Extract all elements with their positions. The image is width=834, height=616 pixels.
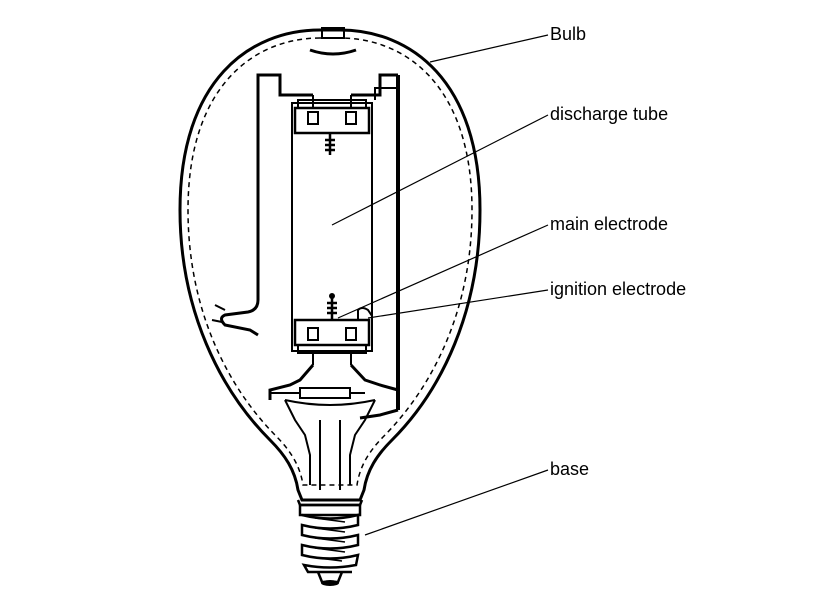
- leader-lines: [332, 35, 548, 535]
- label-main-electrode: main electrode: [550, 214, 668, 235]
- label-ignition-electrode: ignition electrode: [550, 279, 686, 300]
- discharge-tube: [292, 95, 372, 365]
- screw-base: [298, 500, 362, 586]
- label-bulb: Bulb: [550, 24, 586, 45]
- lamp-svg: [0, 0, 834, 611]
- stem: [285, 400, 375, 490]
- label-discharge-tube: discharge tube: [550, 104, 668, 125]
- label-base: base: [550, 459, 589, 480]
- lamp-diagram: Bulb discharge tube main electrode ignit…: [0, 0, 834, 611]
- bulb-top-nipple: [310, 28, 356, 54]
